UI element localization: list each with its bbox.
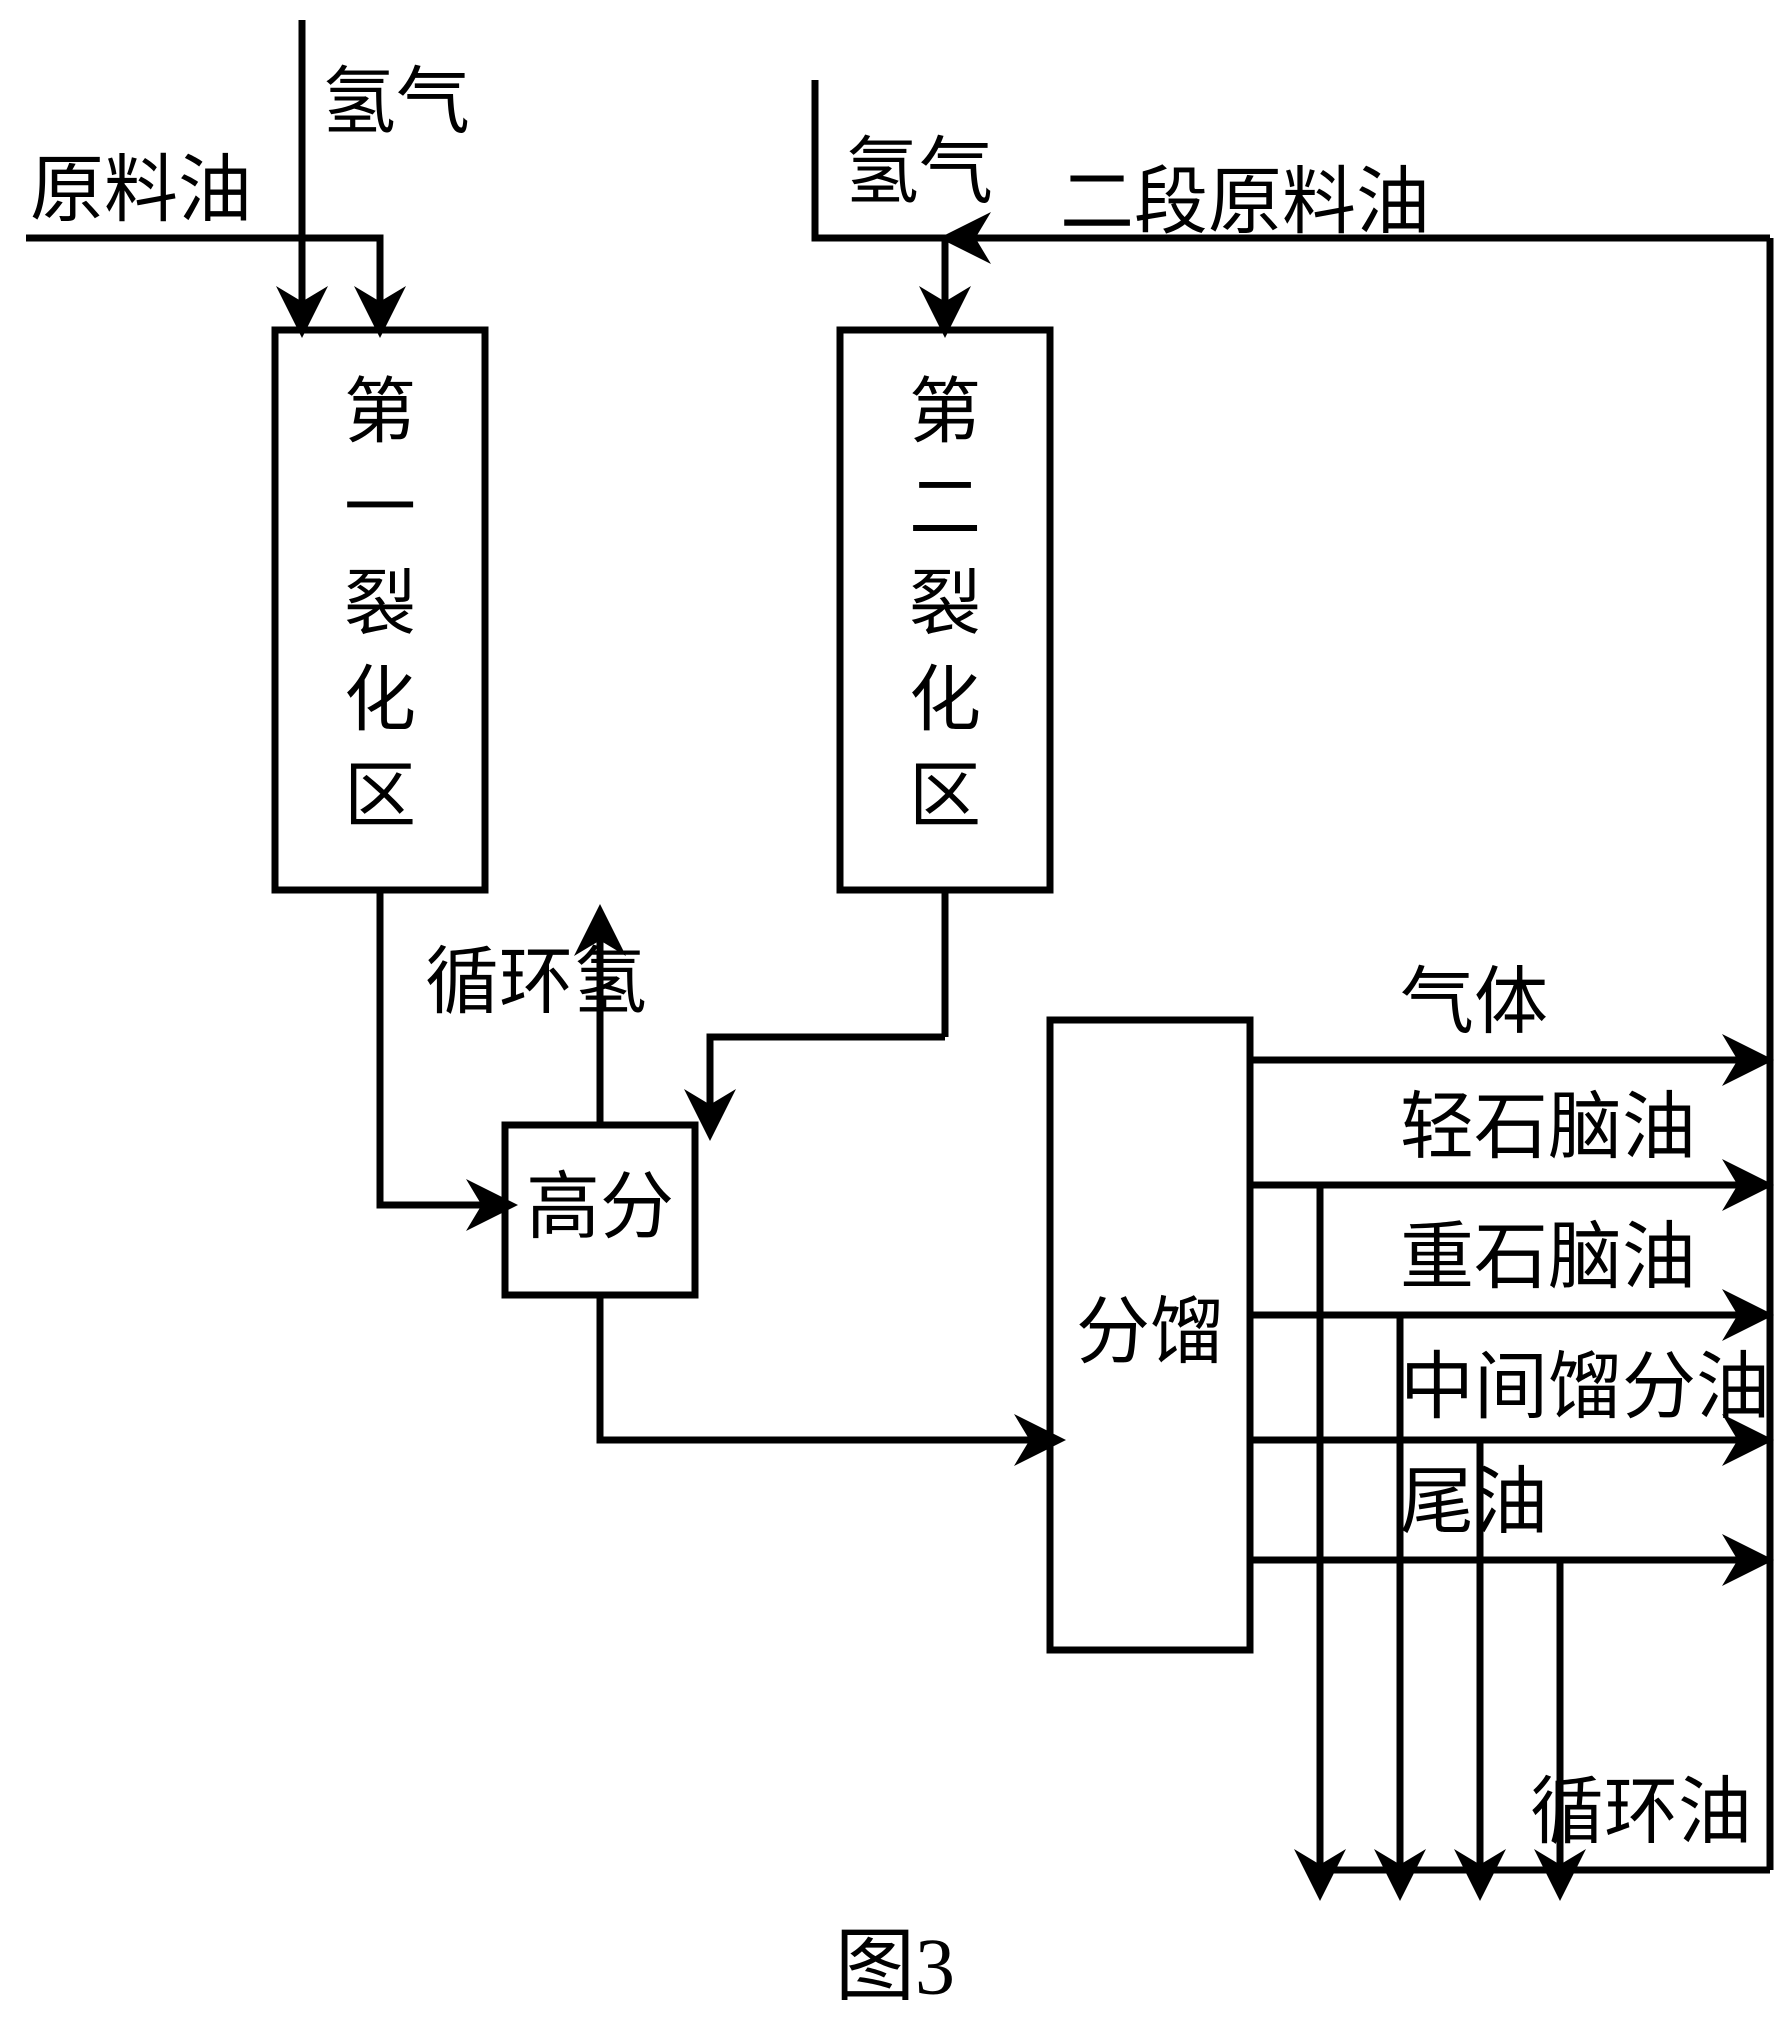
zone2-label-char-1: 二 <box>909 469 981 549</box>
label-light_naphtha: 轻石脑油 <box>1400 1087 1696 1169</box>
label-gas: 气体 <box>1400 962 1548 1044</box>
zone1-label-char-3: 化 <box>344 661 416 741</box>
edge-sep-to-frac <box>600 1295 1040 1440</box>
zone2-label-char-3: 化 <box>909 661 981 741</box>
label-recycle_h2: 循环氢 <box>425 942 647 1024</box>
label-stage2_feed: 二段原料油 <box>1060 162 1430 244</box>
label-caption: 图3 <box>835 1923 955 2011</box>
label-h2_left: 氢气 <box>322 62 470 144</box>
sep-label: 高分 <box>526 1167 674 1249</box>
zone2-label-char-4: 区 <box>909 757 981 837</box>
zone2-label-char-0: 第 <box>909 373 981 453</box>
label-feed_oil: 原料油 <box>30 150 252 232</box>
zone1-label-char-4: 区 <box>344 757 416 837</box>
zone1-label-char-2: 裂 <box>344 565 416 645</box>
edge-zone2-to-sep <box>710 1037 945 1115</box>
label-heavy_naphtha: 重石脑油 <box>1400 1217 1696 1299</box>
label-mid_distillate: 中间馏分油 <box>1400 1347 1770 1429</box>
zone1-label-char-1: 一 <box>344 469 416 549</box>
frac-label: 分馏 <box>1076 1292 1224 1374</box>
edge-zone1-to-sep <box>380 890 505 1205</box>
label-tail_oil: 尾油 <box>1400 1462 1548 1544</box>
label-h2_right: 氢气 <box>845 132 993 214</box>
label-recycle_oil: 循环油 <box>1530 1772 1752 1854</box>
edge-feed-oil-in <box>26 238 380 312</box>
zone2-label-char-2: 裂 <box>909 565 981 645</box>
zone1-label-char-0: 第 <box>344 373 416 453</box>
